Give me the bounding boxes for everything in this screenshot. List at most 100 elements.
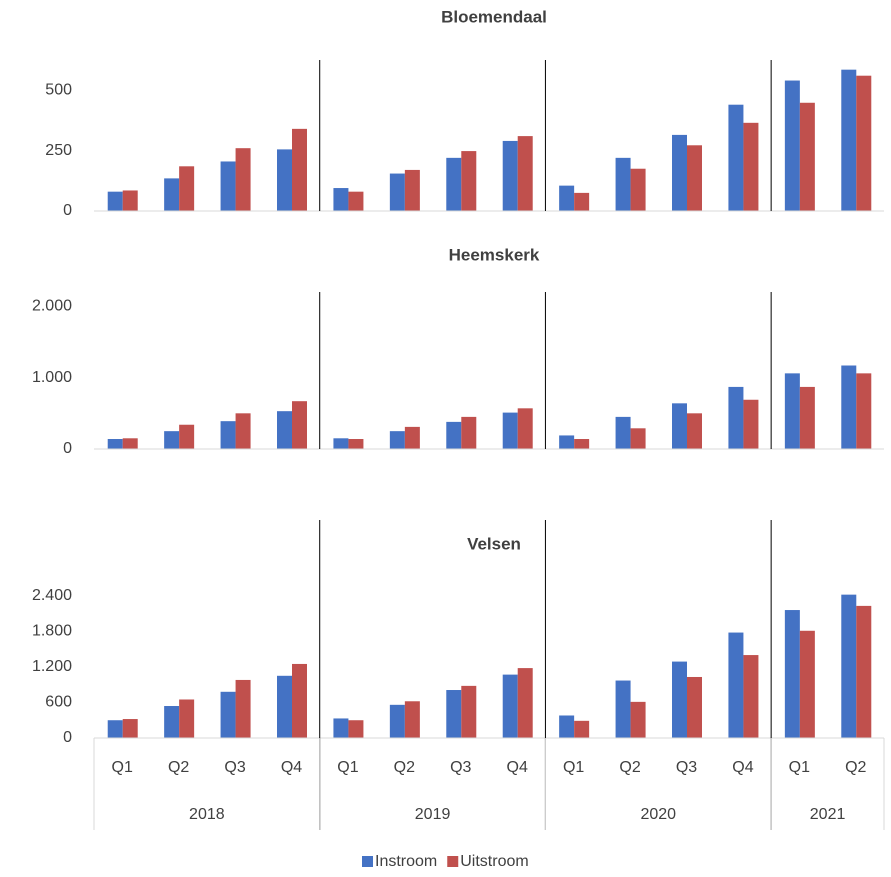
bar: [856, 605, 872, 738]
x-tick-label: Q1: [789, 759, 810, 776]
x-tick-label: Q1: [112, 759, 133, 776]
bar: [122, 190, 138, 211]
bar: [107, 720, 123, 738]
bar: [348, 191, 364, 211]
bar: [389, 704, 405, 738]
bar: [235, 413, 251, 449]
bar: [743, 399, 759, 449]
bar: [461, 416, 477, 449]
chart-title: Velsen: [467, 534, 521, 553]
bar: [235, 148, 251, 211]
bar: [728, 632, 744, 738]
bar: [502, 674, 518, 738]
bar: [672, 403, 687, 449]
legend-swatch: [362, 856, 373, 867]
bar: [517, 668, 533, 738]
bar: [672, 661, 687, 738]
bar: [856, 373, 872, 449]
bar: [107, 439, 123, 449]
x-tick-label: Q2: [845, 759, 866, 776]
legend-label: Instroom: [375, 853, 437, 870]
bar: [502, 412, 518, 449]
bar: [856, 75, 872, 211]
bar: [333, 188, 349, 211]
x-tick-label: Q1: [563, 759, 584, 776]
group-label: 2021: [810, 806, 846, 823]
bar: [122, 719, 138, 738]
bar: [292, 128, 307, 211]
chart-title: Heemskerk: [449, 245, 540, 264]
bar: [164, 706, 180, 738]
bar: [574, 192, 590, 211]
bar: [389, 173, 405, 211]
x-tick-label: Q1: [337, 759, 358, 776]
y-tick-label: 250: [45, 142, 72, 159]
x-tick-label: Q4: [732, 759, 753, 776]
y-tick-label: 0: [63, 440, 72, 457]
bar: [333, 438, 349, 449]
bar: [687, 676, 702, 738]
bar: [333, 718, 349, 738]
bar: [404, 701, 420, 738]
bar: [687, 413, 702, 449]
bar: [559, 715, 575, 738]
bar: [122, 438, 138, 449]
bar: [687, 145, 702, 211]
legend-swatch: [447, 856, 459, 867]
bar: [389, 431, 405, 449]
x-tick-label: Q4: [281, 759, 302, 776]
bar: [220, 421, 236, 449]
bar: [784, 610, 800, 738]
bar: [517, 136, 533, 211]
x-tick-label: Q2: [168, 759, 189, 776]
y-tick-label: 1.200: [32, 658, 72, 675]
bar: [179, 424, 195, 449]
bar: [799, 386, 815, 449]
legend-label: Uitstroom: [460, 853, 528, 870]
group-label: 2020: [640, 806, 676, 823]
bar: [784, 80, 800, 211]
bar: [179, 166, 195, 211]
bar: [277, 411, 292, 449]
bar: [292, 401, 307, 449]
group-label: 2019: [415, 806, 451, 823]
bar: [277, 675, 292, 738]
bar: [277, 149, 292, 211]
y-tick-label: 1.800: [32, 623, 72, 640]
bar: [348, 439, 364, 449]
bar: [404, 169, 420, 211]
bar: [743, 122, 759, 211]
y-tick-label: 1.000: [32, 369, 72, 386]
bar: [164, 431, 180, 449]
bar: [446, 690, 462, 738]
bar: [502, 140, 518, 211]
bar: [179, 699, 195, 738]
bar: [841, 69, 857, 211]
bar: [784, 373, 800, 449]
y-tick-label: 0: [63, 202, 72, 219]
bar: [446, 157, 462, 211]
bar: [574, 439, 590, 449]
bar: [348, 720, 364, 738]
bar: [164, 178, 180, 211]
bar: [630, 168, 646, 211]
bar: [404, 426, 420, 449]
bar: [615, 680, 631, 738]
bar: [841, 365, 857, 449]
bar: [630, 428, 646, 449]
bar: [559, 435, 575, 449]
bar: [615, 416, 631, 449]
bar: [517, 408, 533, 449]
bar: [107, 191, 123, 211]
bar: [461, 685, 477, 738]
bar: [559, 185, 575, 211]
bar: [615, 157, 631, 211]
bar: [728, 104, 744, 211]
bar: [461, 151, 477, 211]
bar: [630, 701, 646, 738]
y-tick-label: 0: [63, 729, 72, 746]
group-label: 2018: [189, 806, 225, 823]
x-tick-label: Q3: [224, 759, 245, 776]
bar: [220, 691, 236, 738]
y-tick-label: 2.400: [32, 587, 72, 604]
